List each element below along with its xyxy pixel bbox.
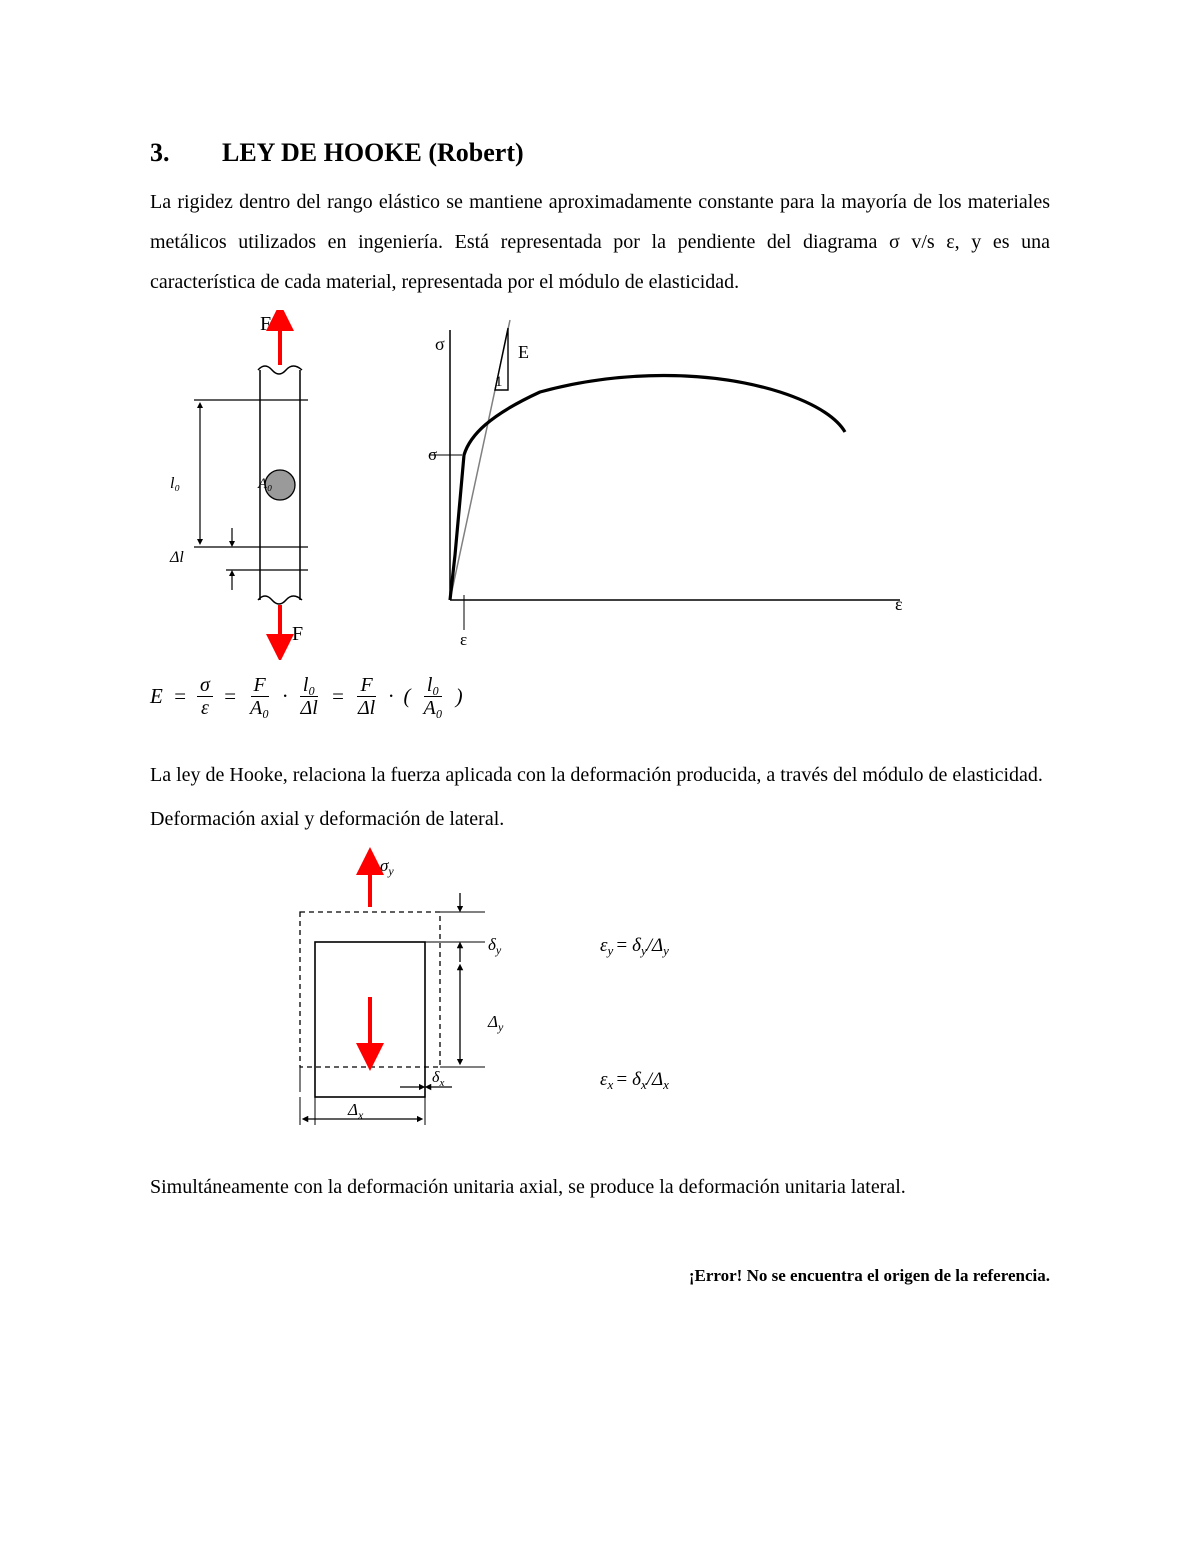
label-Fbot: F bbox=[292, 623, 303, 645]
label-l0: l₀ bbox=[170, 475, 180, 492]
tensile-diagram: A₀ F F l₀ Δl bbox=[150, 310, 360, 660]
frac5: l₀A₀ bbox=[420, 674, 445, 719]
label-E: E bbox=[518, 342, 529, 362]
label-deltay: δy bbox=[488, 935, 502, 957]
label-Deltax: Δx bbox=[347, 1100, 364, 1122]
paragraph-1: La rigidez dentro del rango elástico se … bbox=[150, 182, 1050, 302]
eq-epsx: εx=δx/Δx bbox=[600, 1069, 669, 1092]
paragraph-3: Deformación axial y deformación de later… bbox=[150, 799, 1050, 839]
heading-number: 3. bbox=[150, 140, 222, 166]
xaxis-label: ε bbox=[895, 594, 903, 614]
frac1: σε bbox=[197, 674, 213, 719]
label-Deltay: Δy bbox=[487, 1012, 504, 1034]
label-deltax: δx bbox=[432, 1069, 444, 1089]
dot2: · bbox=[388, 686, 393, 707]
dot1: · bbox=[282, 686, 287, 707]
paragraph-2: La ley de Hooke, relaciona la fuerza apl… bbox=[150, 755, 1050, 795]
deformation-diagram: σy δy Δy δx Δx εy=δy/Δy εx=δx/Δx bbox=[230, 847, 850, 1137]
frac3: l₀Δl bbox=[297, 674, 320, 719]
label-one: 1 bbox=[495, 374, 503, 390]
yaxis-label: σ bbox=[435, 334, 445, 354]
eq-epsy: εy=δy/Δy bbox=[600, 935, 669, 958]
eq2: = bbox=[223, 686, 237, 707]
lpar: ( bbox=[403, 686, 410, 707]
eq1: = bbox=[173, 686, 187, 707]
label-A0: A₀ bbox=[257, 476, 272, 492]
label-dl: Δl bbox=[169, 549, 184, 566]
sym-E: E bbox=[150, 686, 163, 707]
heading-title: LEY DE HOOKE (Robert) bbox=[222, 138, 524, 167]
sigma-tick: σ bbox=[428, 445, 437, 464]
hooke-formula: E = σε = FA₀ · l₀Δl = FΔl · ( l₀A₀ ) bbox=[150, 674, 1050, 719]
eps-tick: ε bbox=[460, 630, 467, 649]
label-Ftop: F bbox=[260, 313, 271, 335]
figure-row-1: A₀ F F l₀ Δl σ ε σ ε E 1 bbox=[150, 310, 1050, 660]
deformation-figure-wrap: σy δy Δy δx Δx εy=δy/Δy εx=δx/Δx bbox=[230, 847, 1050, 1137]
eq3: = bbox=[331, 686, 345, 707]
frac4: FΔl bbox=[355, 674, 378, 719]
footer-error: ¡Error! No se encuentra el origen de la … bbox=[150, 1267, 1050, 1284]
stress-strain-chart: σ ε σ ε E 1 bbox=[400, 310, 920, 660]
paragraph-4: Simultáneamente con la deformación unita… bbox=[150, 1167, 1050, 1207]
rpar: ) bbox=[456, 686, 463, 707]
label-sigmay: σy bbox=[380, 856, 394, 878]
section-heading: 3.LEY DE HOOKE (Robert) bbox=[150, 140, 1050, 166]
frac2: FA₀ bbox=[247, 674, 272, 719]
